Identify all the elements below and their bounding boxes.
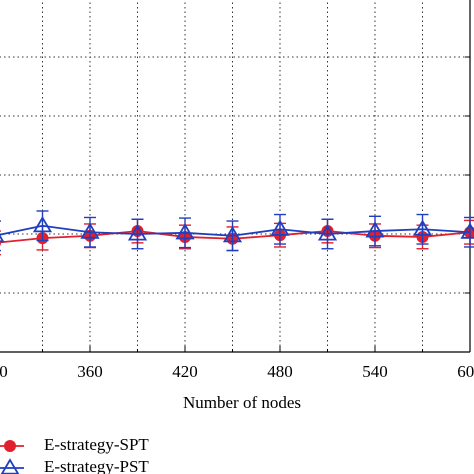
legend-marker [0,458,20,474]
data-point [412,219,433,236]
x-tick-label: 300 [0,362,8,381]
data-point [127,224,148,241]
x-tick-label: 420 [172,362,198,381]
x-tick-label: 600 [457,362,474,381]
legend-marker [4,440,16,452]
data-point [365,221,385,238]
data-point [460,222,474,239]
x-tick-label: 480 [267,362,293,381]
data-point [270,219,290,236]
data-point [222,225,243,243]
data-point [175,223,195,240]
data-point [317,224,338,241]
legend-label: E-strategy-SPT [44,435,149,454]
legend-label: E-strategy-PST [44,457,149,474]
data-point [80,222,100,239]
x-tick-label: 360 [77,362,103,381]
x-tick-label: 540 [362,362,388,381]
data-point [32,215,53,233]
x-axis-label: Number of nodes [183,393,301,412]
